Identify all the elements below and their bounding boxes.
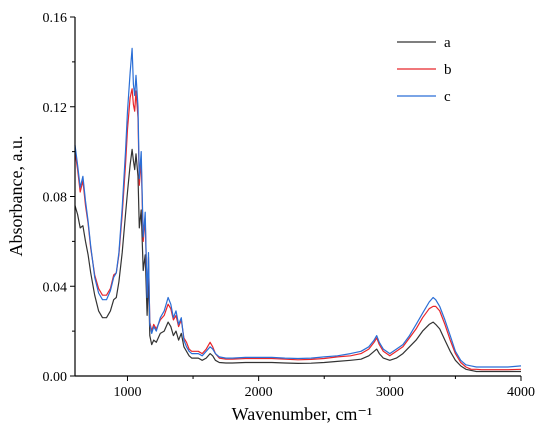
x-tick-label: 1000 bbox=[113, 385, 141, 400]
legend: abc bbox=[397, 35, 452, 105]
y-tick-label: 0.04 bbox=[43, 280, 68, 295]
plot-lines bbox=[74, 47, 522, 373]
y-tick-label: 0.12 bbox=[43, 101, 68, 116]
x-tick-label: 2000 bbox=[245, 385, 273, 400]
y-tick-label: 0.16 bbox=[43, 11, 68, 26]
legend-label-c: c bbox=[444, 89, 451, 105]
x-tick-label: 4000 bbox=[507, 385, 535, 400]
x-axis-title: Wavenumber, cm⁻¹ bbox=[232, 404, 373, 424]
legend-label-a: a bbox=[444, 35, 451, 51]
y-tick-label: 0.08 bbox=[43, 191, 68, 206]
y-tick-label: 0.00 bbox=[43, 370, 68, 385]
ticks: 1000 2000 3000 4000 0.00 0.04 0.08 0.12 0.16 bbox=[43, 11, 536, 400]
y-axis-title: Absorbance, a.u. bbox=[6, 136, 26, 257]
series-c-line bbox=[74, 47, 522, 368]
legend-label-b: b bbox=[444, 62, 452, 78]
series-a-line bbox=[74, 148, 521, 373]
x-tick-label: 3000 bbox=[376, 385, 404, 400]
